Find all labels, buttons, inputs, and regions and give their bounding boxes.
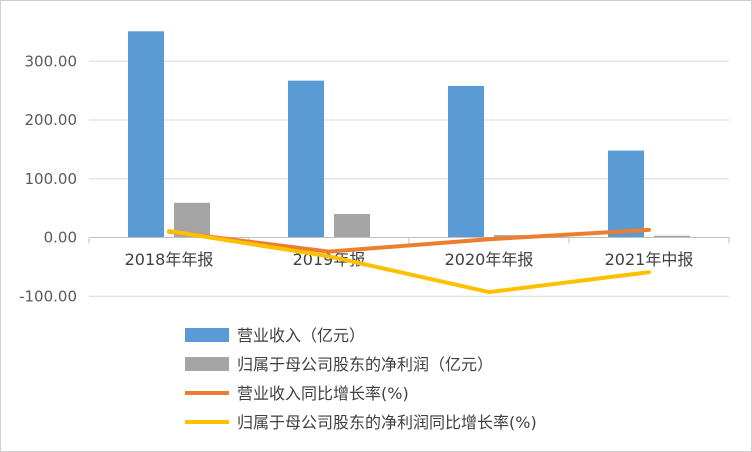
x-axis-categories: 2018年年报 2019年报 2020年年报 2021年中报: [125, 250, 694, 269]
category-label: 2021年中报: [605, 250, 694, 269]
bar: [288, 80, 324, 238]
series-line: [167, 227, 651, 254]
bar: [334, 214, 370, 238]
category-label: 2020年年报: [445, 250, 534, 269]
legend-label: 营业收入同比增长率(%): [237, 384, 409, 403]
y-tick-label: 300.00: [25, 52, 78, 70]
x-axis: [88, 237, 730, 244]
legend-label: 营业收入（亿元）: [237, 326, 365, 345]
legend-swatch: [185, 357, 229, 371]
legend-label: 归属于母公司股东的净利润（亿元）: [237, 355, 493, 374]
legend: 营业收入（亿元） 归属于母公司股东的净利润（亿元） 营业收入同比增长率(%) 归属于母…: [185, 326, 537, 432]
bar: [128, 31, 164, 238]
y-tick-label: 0.00: [44, 229, 77, 247]
y-axis-ticks: 300.00 200.00 100.00 0.00 -100.00: [19, 52, 77, 305]
bars: [128, 31, 690, 238]
series-line: [167, 229, 651, 295]
gridlines: [89, 60, 729, 297]
legend-swatch: [185, 328, 229, 342]
y-tick-label: -100.00: [19, 287, 77, 305]
bar: [608, 150, 644, 238]
y-tick-label: 200.00: [25, 111, 78, 129]
bar: [448, 85, 484, 238]
legend-label: 归属于母公司股东的净利润同比增长率(%): [237, 413, 537, 432]
category-label: 2018年年报: [125, 250, 214, 269]
bar: [654, 235, 690, 238]
y-tick-label: 100.00: [25, 170, 78, 188]
lines: [167, 227, 651, 295]
